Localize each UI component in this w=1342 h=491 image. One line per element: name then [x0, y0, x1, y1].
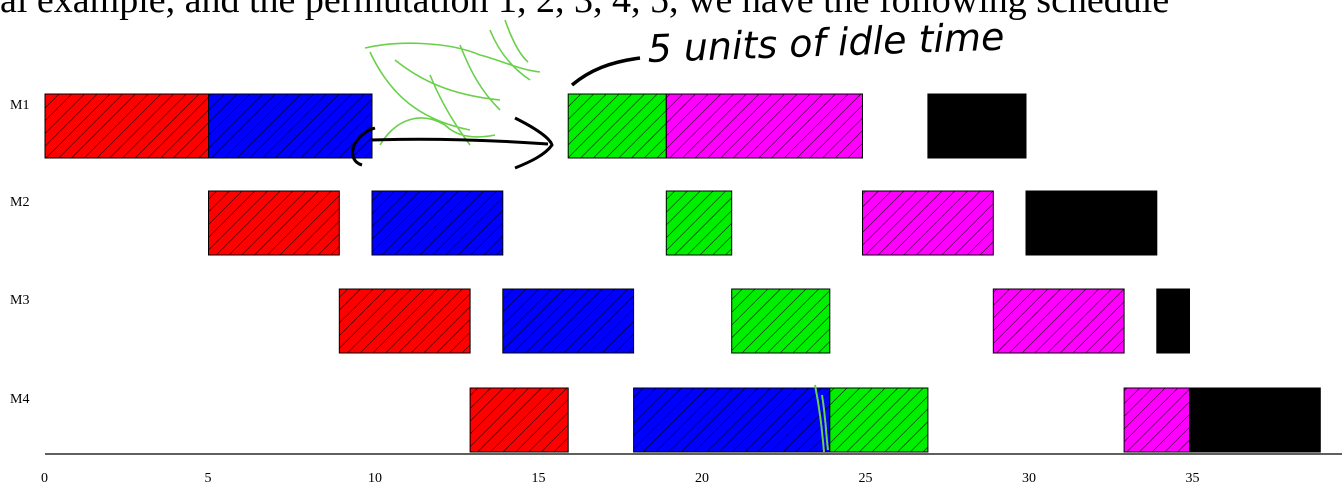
- task-bar-m1-blue: [208, 93, 373, 159]
- x-tick-label: 25: [859, 471, 873, 486]
- machine-label-m4: M4: [10, 392, 29, 407]
- task-bar-m2-black: [1025, 190, 1158, 256]
- task-bar-m3-black: [1156, 288, 1191, 354]
- task-bars: [44, 93, 1321, 453]
- machine-label-m3: M3: [10, 293, 29, 308]
- task-bar-m3-green: [731, 288, 831, 354]
- x-tick-label: 35: [1186, 471, 1200, 486]
- x-tick-label: 0: [41, 471, 48, 486]
- machine-label-m2: M2: [10, 195, 29, 210]
- task-bar-m4-blue: [633, 387, 831, 453]
- task-bar-m3-magenta: [992, 288, 1125, 354]
- idle-arrow: [351, 116, 554, 170]
- green-scribble: [364, 19, 541, 146]
- green-mark: [814, 384, 829, 453]
- task-bar-m1-red: [44, 93, 209, 159]
- x-tick-label: 5: [205, 471, 212, 486]
- annotation-stroke: [570, 56, 641, 87]
- task-bar-m2-blue: [371, 190, 504, 256]
- caption-text: al example, and the permutation 1, 2, 3,…: [0, 0, 1170, 21]
- x-tick-label: 15: [532, 471, 546, 486]
- task-bar-m1-black: [927, 93, 1027, 159]
- task-bar-m1-magenta: [665, 93, 863, 159]
- machine-label-m1: M1: [10, 98, 29, 113]
- machine-labels: M1 M2 M3 M4: [10, 98, 29, 407]
- task-bar-m4-green: [829, 387, 929, 453]
- x-tick-label: 10: [368, 471, 382, 486]
- task-bar-m4-magenta: [1123, 387, 1190, 453]
- task-bar-m2-red: [208, 190, 340, 256]
- x-tick-labels: 0 5 10 15 20 25 30 35: [41, 471, 1200, 486]
- task-bar-m3-red: [338, 288, 471, 354]
- task-bar-m2-green: [665, 190, 733, 256]
- idle-note: 5 units of idle time: [647, 15, 1005, 71]
- task-bar-m4-black: [1189, 387, 1321, 453]
- task-bar-m1-green: [567, 93, 667, 159]
- x-tick-label: 20: [695, 471, 709, 486]
- x-tick-label: 30: [1022, 471, 1036, 486]
- task-bar-m2-magenta: [862, 190, 994, 256]
- task-bar-m4-red: [469, 387, 569, 453]
- task-bar-m3-blue: [502, 288, 635, 354]
